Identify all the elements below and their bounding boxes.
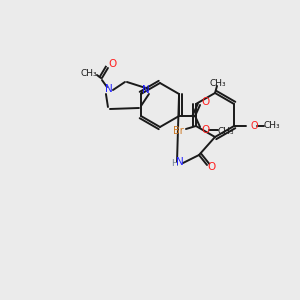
Text: Br: Br xyxy=(172,126,183,136)
Text: CH₃: CH₃ xyxy=(81,70,97,79)
Text: N: N xyxy=(142,85,150,95)
Text: CH₃: CH₃ xyxy=(264,122,280,130)
Text: O: O xyxy=(109,59,117,69)
Text: CH₃: CH₃ xyxy=(218,127,234,136)
Text: N: N xyxy=(176,157,184,167)
Text: CH₃: CH₃ xyxy=(210,80,226,88)
Text: H: H xyxy=(171,160,177,169)
Text: N: N xyxy=(105,84,113,94)
Text: O: O xyxy=(201,125,209,135)
Text: O: O xyxy=(250,121,258,131)
Text: O: O xyxy=(208,162,216,172)
Text: O: O xyxy=(201,97,209,107)
